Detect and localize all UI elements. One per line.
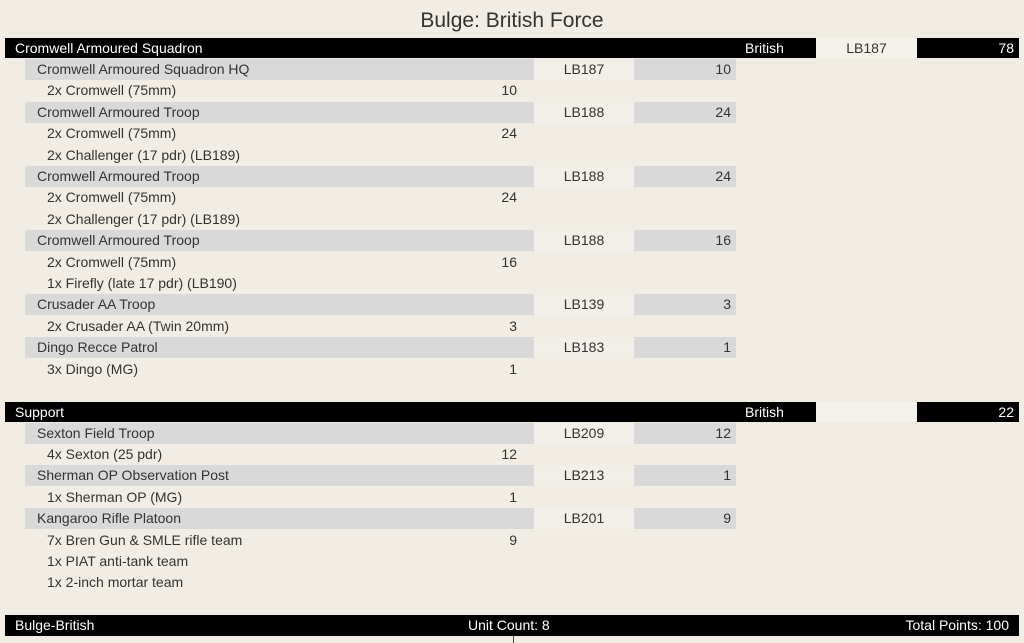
unit-row: Cromwell Armoured Troop LB188 16 bbox=[25, 230, 736, 251]
unit-name: Cromwell Armoured Troop bbox=[37, 168, 200, 184]
section-points: 22 bbox=[998, 404, 1014, 420]
item-text: 1x 2-inch mortar team bbox=[47, 574, 184, 590]
unit-row: Cromwell Armoured Troop LB188 24 bbox=[25, 102, 736, 123]
item-text: 2x Challenger (17 pdr) (LB189) bbox=[47, 211, 240, 227]
item-row: 2x Cromwell (75mm) 24 bbox=[25, 123, 736, 144]
section-code: LB187 bbox=[816, 38, 917, 58]
item-points: 1 bbox=[509, 489, 517, 505]
unit-code: LB183 bbox=[534, 337, 634, 358]
divider bbox=[513, 636, 514, 643]
unit-code: LB139 bbox=[534, 294, 634, 315]
section-header: Support British 22 bbox=[5, 402, 1019, 422]
unit-name: Cromwell Armoured Squadron HQ bbox=[37, 61, 250, 77]
item-row: 3x Dingo (MG) 1 bbox=[25, 359, 736, 380]
section-header: Cromwell Armoured Squadron British LB187… bbox=[5, 38, 1019, 58]
item-row: 1x Firefly (late 17 pdr) (LB190) bbox=[25, 273, 736, 294]
unit-name: Dingo Recce Patrol bbox=[37, 339, 158, 355]
force-name: Bulge-British bbox=[15, 617, 95, 633]
item-row: 2x Crusader AA (Twin 20mm) 3 bbox=[25, 316, 736, 337]
item-row: 1x PIAT anti-tank team bbox=[25, 551, 736, 572]
item-points: 24 bbox=[501, 189, 517, 205]
unit-code: LB188 bbox=[534, 166, 634, 187]
section-name: Cromwell Armoured Squadron bbox=[15, 40, 203, 56]
unit-code: LB188 bbox=[534, 230, 634, 251]
item-text: 3x Dingo (MG) bbox=[47, 361, 139, 377]
section-points: 78 bbox=[998, 40, 1014, 56]
unit-row: Kangaroo Rifle Platoon LB201 9 bbox=[25, 508, 736, 529]
item-points: 3 bbox=[509, 318, 517, 334]
item-points: 12 bbox=[501, 446, 517, 462]
unit-row: Sexton Field Troop LB209 12 bbox=[25, 423, 736, 444]
item-text: 1x Firefly (late 17 pdr) (LB190) bbox=[47, 275, 237, 291]
item-points: 10 bbox=[501, 82, 517, 98]
unit-name: Cromwell Armoured Troop bbox=[37, 104, 200, 120]
unit-points: 12 bbox=[715, 425, 731, 441]
page-title: Bulge: British Force bbox=[420, 9, 604, 32]
section-nation: British bbox=[745, 404, 784, 420]
unit-name: Cromwell Armoured Troop bbox=[37, 232, 200, 248]
item-points: 1 bbox=[509, 361, 517, 377]
unit-row: Dingo Recce Patrol LB183 1 bbox=[25, 337, 736, 358]
item-row: 2x Cromwell (75mm) 16 bbox=[25, 252, 736, 273]
unit-name: Sherman OP Observation Post bbox=[37, 467, 229, 483]
section-code bbox=[816, 402, 917, 422]
item-row: 4x Sexton (25 pdr) 12 bbox=[25, 444, 736, 465]
item-text: 2x Challenger (17 pdr) (LB189) bbox=[47, 147, 240, 163]
item-points: 24 bbox=[501, 125, 517, 141]
item-text: 2x Cromwell (75mm) bbox=[47, 189, 177, 205]
item-points: 9 bbox=[509, 532, 517, 548]
unit-points: 9 bbox=[723, 510, 731, 526]
section-name: Support bbox=[15, 404, 65, 420]
unit-points: 3 bbox=[723, 296, 731, 312]
unit-code: LB187 bbox=[534, 59, 634, 80]
unit-code: LB188 bbox=[534, 102, 634, 123]
unit-name: Kangaroo Rifle Platoon bbox=[37, 510, 181, 526]
item-row: 2x Challenger (17 pdr) (LB189) bbox=[25, 209, 736, 230]
unit-code: LB209 bbox=[534, 423, 634, 444]
section-nation: British bbox=[745, 40, 784, 56]
item-row: 1x Sherman OP (MG) 1 bbox=[25, 487, 736, 508]
item-text: 2x Cromwell (75mm) bbox=[47, 254, 177, 270]
item-text: 1x Sherman OP (MG) bbox=[47, 489, 183, 505]
unit-count: Unit Count: 8 bbox=[468, 617, 550, 633]
unit-row: Cromwell Armoured Troop LB188 24 bbox=[25, 166, 736, 187]
unit-points: 24 bbox=[715, 104, 731, 120]
item-row: 2x Cromwell (75mm) 10 bbox=[25, 80, 736, 101]
unit-row: Cromwell Armoured Squadron HQ LB187 10 bbox=[25, 59, 736, 80]
item-row: 1x 2-inch mortar team bbox=[25, 572, 736, 593]
unit-points: 24 bbox=[715, 168, 731, 184]
unit-row: Crusader AA Troop LB139 3 bbox=[25, 294, 736, 315]
unit-name: Sexton Field Troop bbox=[37, 425, 155, 441]
footer-bar: Bulge-British Unit Count: 8 Total Points… bbox=[5, 615, 1019, 636]
item-text: 2x Cromwell (75mm) bbox=[47, 82, 177, 98]
item-row: 2x Challenger (17 pdr) (LB189) bbox=[25, 145, 736, 166]
item-row: 2x Cromwell (75mm) 24 bbox=[25, 187, 736, 208]
item-points: 16 bbox=[501, 254, 517, 270]
unit-name: Crusader AA Troop bbox=[37, 296, 156, 312]
unit-row: Sherman OP Observation Post LB213 1 bbox=[25, 465, 736, 486]
item-text: 7x Bren Gun & SMLE rifle team bbox=[47, 532, 243, 548]
total-points: Total Points: 100 bbox=[905, 617, 1009, 633]
unit-points: 1 bbox=[723, 339, 731, 355]
item-row: 7x Bren Gun & SMLE rifle team 9 bbox=[25, 530, 736, 551]
unit-points: 1 bbox=[723, 467, 731, 483]
item-text: 1x PIAT anti-tank team bbox=[47, 553, 189, 569]
item-text: 2x Crusader AA (Twin 20mm) bbox=[47, 318, 230, 334]
unit-code: LB201 bbox=[534, 508, 634, 529]
item-text: 2x Cromwell (75mm) bbox=[47, 125, 177, 141]
item-text: 4x Sexton (25 pdr) bbox=[47, 446, 163, 462]
unit-points: 10 bbox=[715, 61, 731, 77]
unit-code: LB213 bbox=[534, 465, 634, 486]
unit-points: 16 bbox=[715, 232, 731, 248]
